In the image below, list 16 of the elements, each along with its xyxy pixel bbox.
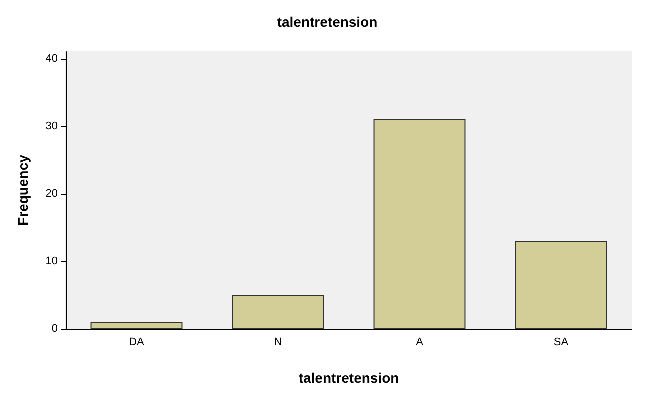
bar <box>90 322 183 329</box>
y-tick-label: 40 <box>46 52 58 65</box>
y-tick-label: 20 <box>46 188 58 200</box>
y-axis-title: Frequency <box>15 154 31 226</box>
y-tick-label: 10 <box>46 255 58 268</box>
x-tick-label: DA <box>129 336 146 348</box>
x-tick-label: N <box>274 336 282 348</box>
x-tick-label: SA <box>554 336 570 348</box>
y-tick-label: 30 <box>46 120 58 132</box>
x-axis-title: talentretension <box>298 370 400 386</box>
bar <box>374 120 466 329</box>
y-tick-label: 0 <box>52 323 58 335</box>
bar <box>515 241 608 329</box>
bar <box>232 295 324 329</box>
x-tick-label: A <box>416 336 424 348</box>
chart-title: talentretension <box>277 14 378 30</box>
